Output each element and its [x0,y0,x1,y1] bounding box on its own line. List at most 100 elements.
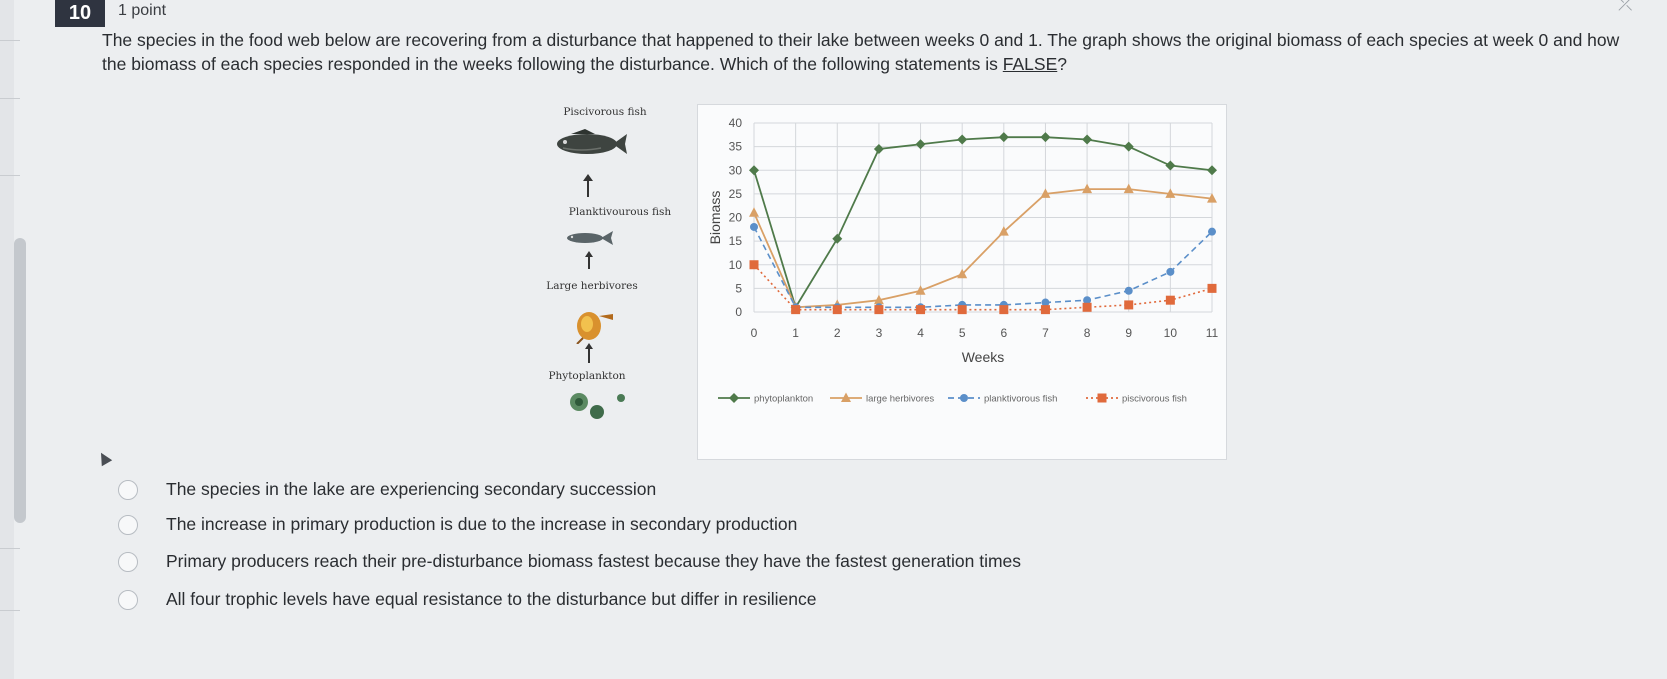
y-tick-label: 30 [729,163,743,177]
rail-divider [0,175,20,176]
series-line-large-herbivores [753,188,1213,309]
rail-divider [0,40,20,41]
legend-label-large-herbivores: large herbivores [866,394,934,405]
data-point-piscivorous-fish [832,305,842,315]
answer-option-text: The increase in primary production is du… [166,514,798,534]
food-web-label-planktivorous: Planktivourous fish [568,206,672,218]
radio-button[interactable] [118,590,138,610]
x-tick-label: 7 [1042,326,1049,340]
legend-label-piscivorous-fish: piscivorous fish [1122,394,1187,405]
rail-divider [0,610,20,611]
data-point-planktivorous-fish [1083,296,1092,305]
data-point-planktivorous-fish [1041,298,1050,307]
food-web-label-large-herbivores: Large herbivores [546,280,638,292]
question-points: 1 point [118,2,167,19]
mouse-cursor-icon [95,449,113,467]
close-icon[interactable]: ⤫ [1618,0,1633,14]
data-point-piscivorous-fish [999,305,1009,315]
legend-label-planktivorous-fish: planktivorous fish [984,394,1057,405]
data-point-piscivorous-fish [1040,305,1050,315]
data-point-phytoplankton [915,139,926,150]
x-tick-label: 3 [876,326,883,340]
x-tick-label: 11 [1206,326,1219,340]
x-tick-label: 0 [751,326,758,340]
data-point-phytoplankton [1207,165,1217,176]
x-tick-label: 10 [1164,326,1178,340]
data-point-phytoplankton [832,233,843,244]
arrow-up-icon [585,343,593,363]
y-tick-label: 10 [729,258,743,272]
scrollbar-thumb[interactable] [14,238,26,523]
x-tick-label: 4 [917,326,924,340]
rail-divider [0,548,20,549]
food-web-label-piscivorous: Piscivorous fish [563,106,647,118]
legend-marker-large-herbivores [841,392,851,402]
figure: Piscivorous fish Planktivourous fish Lar… [546,104,1227,460]
data-point-large-herbivores [749,207,759,217]
data-point-piscivorous-fish [791,305,801,315]
answer-option-2[interactable]: The increase in primary production is du… [118,513,1218,539]
y-tick-label: 20 [729,211,743,225]
data-point-phytoplankton [1082,134,1093,145]
question-text-part1: The species in the food web below are re… [102,30,1620,74]
y-tick-label: 40 [729,116,743,130]
food-web: Piscivorous fish Planktivourous fish Lar… [546,104,695,444]
data-point-phytoplankton [1123,141,1134,152]
data-point-piscivorous-fish [1165,295,1175,305]
series-line-piscivorous-fish [753,264,1213,311]
answer-option-text: All four trophic levels have equal resis… [166,589,817,609]
biomass-chart: 0 5 10 15 20 25 30 35 40 0 1 2 3 4 5 6 7 8 9 10 11 Weeks Bioma… [697,104,1227,460]
data-point-phytoplankton [1165,160,1176,171]
radio-button[interactable] [118,552,138,572]
series-line-planktivorous-fish [753,226,1213,309]
data-point-phytoplankton [873,143,884,154]
rail-divider [0,98,20,99]
data-point-planktivorous-fish [1208,227,1216,236]
y-tick-label: 35 [729,140,743,154]
data-point-phytoplankton [1040,132,1051,143]
data-point-large-herbivores [1165,188,1176,198]
y-tick-label: 15 [729,234,743,248]
y-tick-label: 5 [735,281,742,295]
data-point-large-herbivores [998,226,1009,236]
x-tick-label: 2 [834,326,841,340]
arrow-up-icon [585,251,593,269]
data-point-phytoplankton [998,132,1009,143]
data-point-large-herbivores [1123,183,1134,194]
data-point-large-herbivores [1040,188,1051,198]
data-point-piscivorous-fish [1207,283,1217,293]
y-axis-label: Biomass [707,191,723,245]
answer-option-1[interactable]: The species in the lake are experiencing… [118,478,1218,504]
food-web-label-phytoplankton: Phytoplankton [548,370,626,382]
planktivorous-fish-icon [567,231,613,245]
y-tick-label: 0 [735,305,742,319]
left-rail [0,0,14,679]
data-point-piscivorous-fish [916,305,926,315]
data-point-large-herbivores [915,285,926,295]
legend-marker-phytoplankton [729,393,739,403]
answer-option-4[interactable]: All four trophic levels have equal resis… [118,588,1218,614]
answer-option-text: Primary producers reach their pre-distur… [166,551,1022,571]
x-tick-label: 1 [792,326,799,340]
question-number: 10 [55,0,105,27]
legend-marker-planktivorous-fish [960,394,968,402]
answer-option-3[interactable]: Primary producers reach their pre-distur… [118,550,1218,576]
answer-option-text: The species in the lake are experiencing… [166,479,657,499]
radio-button[interactable] [118,480,138,500]
data-point-phytoplankton [749,165,759,176]
data-point-piscivorous-fish [1124,300,1134,310]
x-tick-label: 9 [1125,326,1132,340]
data-point-phytoplankton [957,134,968,145]
x-axis-label: Weeks [962,349,1005,365]
data-point-large-herbivores [873,294,884,305]
x-tick-label: 8 [1084,326,1091,340]
data-point-large-herbivores [1207,193,1217,203]
radio-button[interactable] [118,515,138,535]
data-point-piscivorous-fish [749,260,759,270]
data-point-large-herbivores [1082,183,1093,194]
data-point-piscivorous-fish [874,305,884,315]
data-point-planktivorous-fish [1124,286,1133,295]
legend-label-phytoplankton: phytoplankton [754,394,813,405]
question-text-part2: ? [1057,54,1067,74]
data-point-large-herbivores [957,268,968,279]
